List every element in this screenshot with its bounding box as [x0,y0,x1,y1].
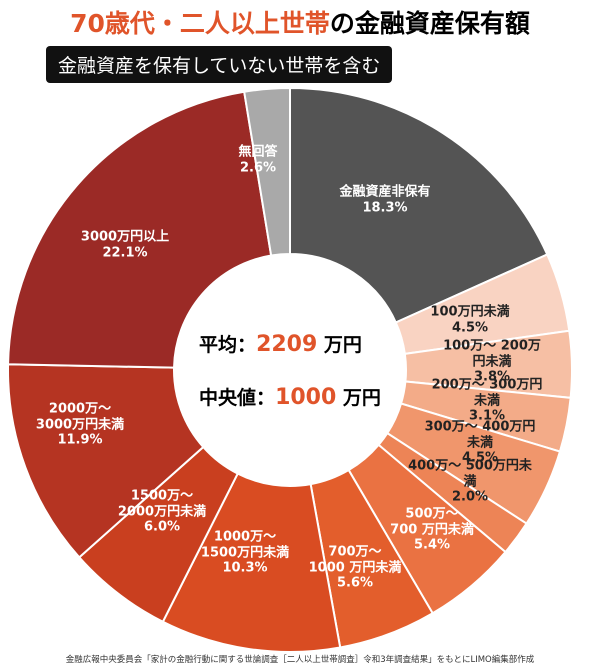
category: 3000万円以上 [80,229,170,245]
center-summary: 平均：2209 万円 中央値：1000 万円 [199,319,381,425]
slice [7,363,205,559]
value-label: 10.3% [222,560,268,576]
category: 1500万～ 2000万円未満 [117,488,207,520]
category: 100万円未満 [430,304,510,320]
chart-title: 70歳代・二人以上世帯の金融資産保有額 [0,4,600,40]
slice-label: 400万～ 500万円未満 2.0% [405,459,535,506]
category: 2000万～ 3000万円未満 [35,401,125,433]
category: 金融資産非保有 [339,184,431,200]
value-label: 3.1% [468,408,506,424]
mean-row: 平均：2209 万円 [199,319,381,372]
value-label: 11.9% [57,432,103,448]
slice [289,86,549,324]
unit: 万円 [342,387,381,409]
category: 無回答 [238,144,278,160]
title-rest: の金融資産保有額 [329,9,530,38]
median-value: 1000 [275,385,337,410]
category: 500万～ 700 万円未満 [390,506,474,538]
mean-value: 2209 [256,332,318,358]
category: 400万～ 500万円未満 [408,458,532,490]
value-label: 4.5% [451,320,489,335]
unit: 万円 [323,334,362,357]
slice-label: 1000万～ 1500万円未満 10.3% [201,530,289,577]
value-label: 3.8% [473,369,511,385]
slice-label: 無回答 2.6% [238,144,277,175]
slice-label: 300万～ 400万円未満 4.5% [420,420,540,467]
value-label: 22.1% [102,245,148,260]
slice-label: 500万～ 700 万円未満 5.4% [390,507,474,554]
value-label: 6.0% [143,519,181,535]
value-label: 5.4% [413,537,451,553]
value-label: 5.6% [336,575,374,591]
slice-label: 1500万～ 2000万円未満 6.0% [118,489,206,536]
median-label: 中央値： [199,387,276,409]
slice [7,90,273,369]
category: 300万～ 400万円未満 [424,419,536,451]
category: 1000万～ 1500万円未満 [200,529,290,561]
subtitle: 金融資産を保有していない世帯を含む [46,46,393,83]
slice-label: 700万～ 1000 万円未満 5.6% [309,545,402,592]
slice [243,86,291,257]
category: 700万～ 1000 万円未満 [308,544,402,576]
title-highlight: 70歳代・二人以上世帯 [70,9,330,38]
slice-label: 100万円未満 4.5% [430,304,509,335]
slice [161,472,342,653]
category: 200万～ 300万円未満 [431,377,543,409]
value-label: 4.5% [461,450,499,466]
value-label: 18.3% [362,200,408,215]
mean-label: 平均： [199,334,257,357]
slice-label: 金融資産非保有 18.3% [339,184,430,215]
slice-label: 100万～ 200万円未満 3.8% [438,339,546,386]
slice-label: 3000万円以上 22.1% [81,229,169,260]
slice-label: 200万～ 300万円未満 3.1% [431,378,544,425]
value-label: 2.0% [451,489,489,505]
slice-label: 2000万～ 3000万円未満 11.9% [36,402,124,449]
median-row: 中央値：1000 万円 [199,372,381,425]
source: 金融広報中央委員会「家計の金融行動に関する世論調査［二人以上世帯調査］令和3年調… [65,655,535,665]
value-label: 2.6% [239,160,277,175]
category: 100万～ 200万円未満 [443,338,541,370]
